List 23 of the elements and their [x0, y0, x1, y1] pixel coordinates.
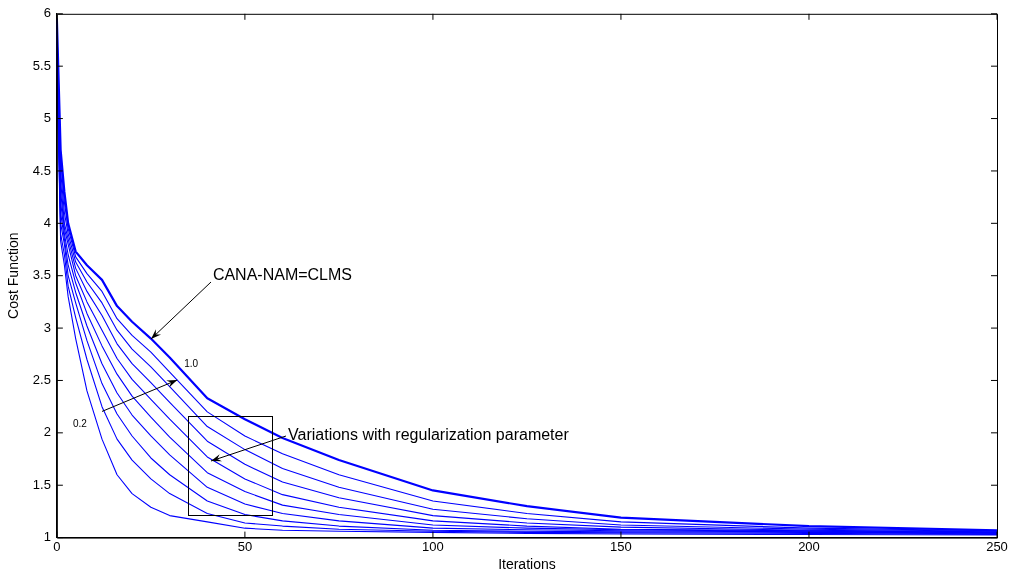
- x-tick-label: 250: [986, 538, 1008, 554]
- x-tick-label: 0: [53, 538, 61, 554]
- annotation: 0.2: [72, 417, 87, 429]
- y-tick-label: 5: [43, 110, 51, 126]
- y-tick-label: 4: [43, 214, 51, 230]
- y-axis-title: Cost Function: [5, 232, 22, 319]
- x-tick-label: 50: [237, 538, 253, 554]
- x-axis-title: Iterations: [498, 556, 556, 573]
- annotation: CANA-NAM=CLMS: [212, 265, 353, 283]
- y-tick-label: 2: [43, 424, 51, 440]
- x-tick-label: 100: [422, 538, 444, 554]
- y-tick-label: 6: [43, 5, 51, 21]
- y-tick-label: 5.5: [32, 57, 51, 73]
- annotation: Variations with regularization parameter: [288, 426, 569, 444]
- y-tick-label: 3: [43, 319, 51, 335]
- y-tick-label: 1: [43, 529, 51, 545]
- y-tick-label: 3.5: [32, 267, 51, 283]
- y-tick-label: 2.5: [32, 372, 51, 388]
- annotation: 1.0: [184, 358, 199, 370]
- y-tick-label: 4.5: [32, 162, 51, 178]
- y-tick-label: 1.5: [32, 476, 51, 492]
- x-tick-label: 200: [798, 538, 820, 554]
- x-tick-label: 150: [610, 538, 632, 554]
